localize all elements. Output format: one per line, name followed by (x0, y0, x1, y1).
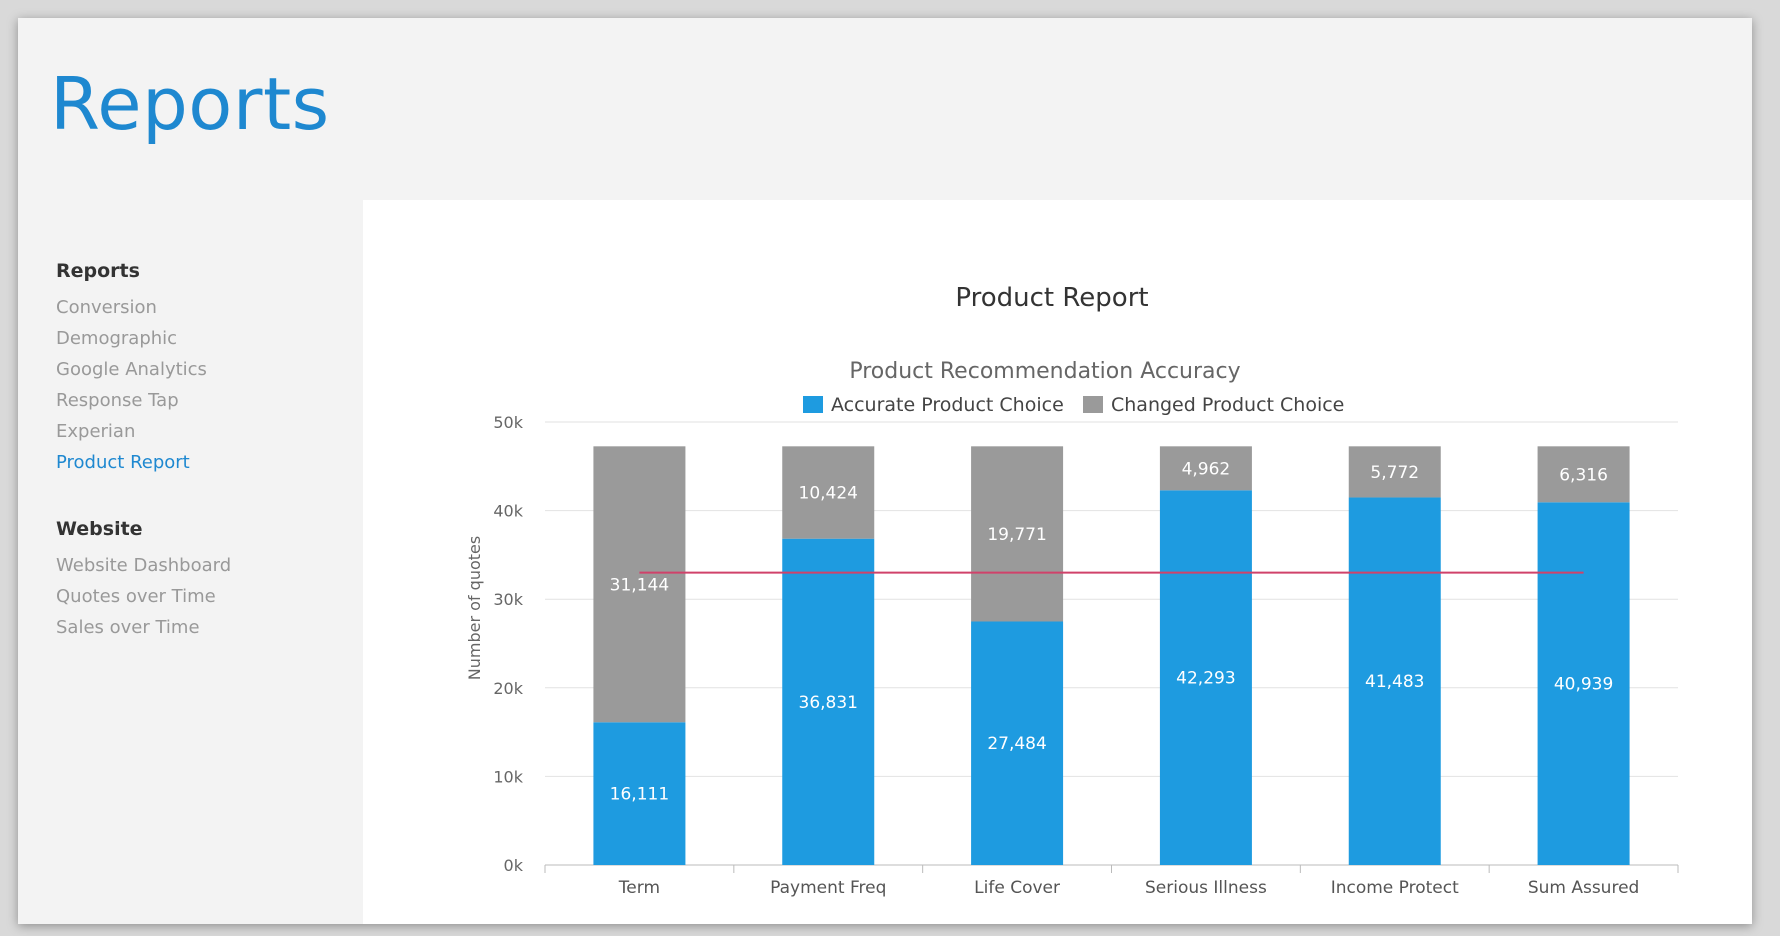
x-tick-label: Payment Freq (770, 878, 886, 898)
y-axis-label: Number of quotes (465, 536, 484, 680)
bar-accurate[interactable] (1537, 502, 1630, 865)
y-tick-label: 30k (493, 590, 523, 609)
chart-legend: Accurate Product Choice Changed Product C… (803, 394, 1344, 416)
sidebar-item-quotes-over-time[interactable]: Quotes over Time (56, 586, 216, 607)
bar-changed[interactable] (971, 446, 1064, 622)
sidebar-item-response-tap[interactable]: Response Tap (56, 390, 179, 411)
page-header: Reports (18, 18, 1752, 200)
bar-value-label: 16,111 (610, 785, 669, 805)
y-tick-label: 40k (493, 502, 523, 521)
report-panel: Product Report Product Recommendation Ac… (363, 200, 1752, 924)
sidebar-item-sales-over-time[interactable]: Sales over Time (56, 617, 200, 638)
bar-accurate[interactable] (782, 538, 875, 865)
chart-title: Product Recommendation Accuracy (849, 359, 1240, 384)
legend-swatch-accurate (803, 396, 823, 413)
y-tick-label: 50k (493, 413, 523, 432)
sidebar-item-demographic[interactable]: Demographic (56, 328, 178, 349)
bar-changed[interactable] (593, 446, 686, 723)
page-title: Reports (50, 62, 330, 146)
sidebar-item-google-analytics[interactable]: Google Analytics (56, 359, 207, 380)
legend-label: Changed Product Choice (1111, 394, 1344, 416)
sidebar-item-conversion[interactable]: Conversion (56, 297, 157, 318)
bar-value-label: 19,771 (987, 525, 1046, 545)
bar-value-label: 6,316 (1559, 465, 1608, 485)
app-window: Reports Reports Conversion Demographic G… (18, 18, 1752, 924)
sidebar-group-reports: Reports Conversion Demographic Google An… (56, 260, 207, 478)
x-tick-label: Term (618, 878, 660, 898)
bar-value-label: 42,293 (1176, 669, 1235, 689)
x-tick-label: Income Protect (1331, 878, 1459, 898)
sidebar-heading-reports: Reports (56, 260, 140, 282)
sidebar-item-product-report[interactable]: Product Report (56, 452, 190, 473)
chart-gridlines: 0k 10k 20k 30k 40k 50k (493, 413, 1678, 875)
bar-value-label: 36,831 (799, 693, 858, 713)
x-tick-label: Life Cover (974, 878, 1060, 898)
sidebar-group-website: Website Website Dashboard Quotes over Ti… (56, 518, 231, 643)
bar-value-label: 31,144 (610, 575, 669, 595)
legend-item[interactable]: Accurate Product Choice (803, 394, 1064, 416)
bar-value-label: 41,483 (1365, 672, 1424, 692)
x-tick-label: Sum Assured (1528, 878, 1640, 898)
sidebar-item-website-dashboard[interactable]: Website Dashboard (56, 555, 232, 576)
chart-x-labels: Term Payment Freq Life Cover Serious Illnes… (544, 865, 1679, 898)
product-report-chart: Product Report Product Recommendation Ac… (465, 283, 1679, 898)
y-tick-label: 10k (493, 767, 523, 786)
panel-title: Product Report (955, 283, 1148, 313)
bar-accurate[interactable] (971, 621, 1064, 865)
legend-label: Accurate Product Choice (831, 394, 1064, 416)
bar-value-label: 5,772 (1370, 463, 1419, 483)
bar-accurate[interactable] (593, 722, 686, 865)
bar-value-label: 4,962 (1182, 459, 1231, 479)
bar-changed[interactable] (1537, 446, 1630, 503)
legend-swatch-changed (1083, 396, 1103, 413)
sidebar: Reports Conversion Demographic Google An… (18, 200, 363, 924)
bar-value-label: 10,424 (799, 483, 858, 503)
y-tick-label: 0k (504, 856, 524, 875)
chart-bars: 16,111 31,144 36,831 10,424 27,484 19,771 42,2… (593, 446, 1630, 865)
bar-value-label: 27,484 (987, 734, 1046, 754)
y-tick-label: 20k (493, 679, 523, 698)
bar-changed[interactable] (782, 446, 875, 539)
bar-accurate[interactable] (1348, 497, 1441, 865)
sidebar-item-experian[interactable]: Experian (56, 421, 136, 442)
sidebar-heading-website: Website (56, 518, 143, 540)
bar-value-label: 40,939 (1554, 675, 1613, 695)
bar-changed[interactable] (1159, 446, 1252, 491)
legend-item[interactable]: Changed Product Choice (1083, 394, 1344, 416)
bar-changed[interactable] (1348, 446, 1441, 498)
bar-accurate[interactable] (1159, 490, 1252, 865)
x-tick-label: Serious Illness (1145, 878, 1267, 898)
